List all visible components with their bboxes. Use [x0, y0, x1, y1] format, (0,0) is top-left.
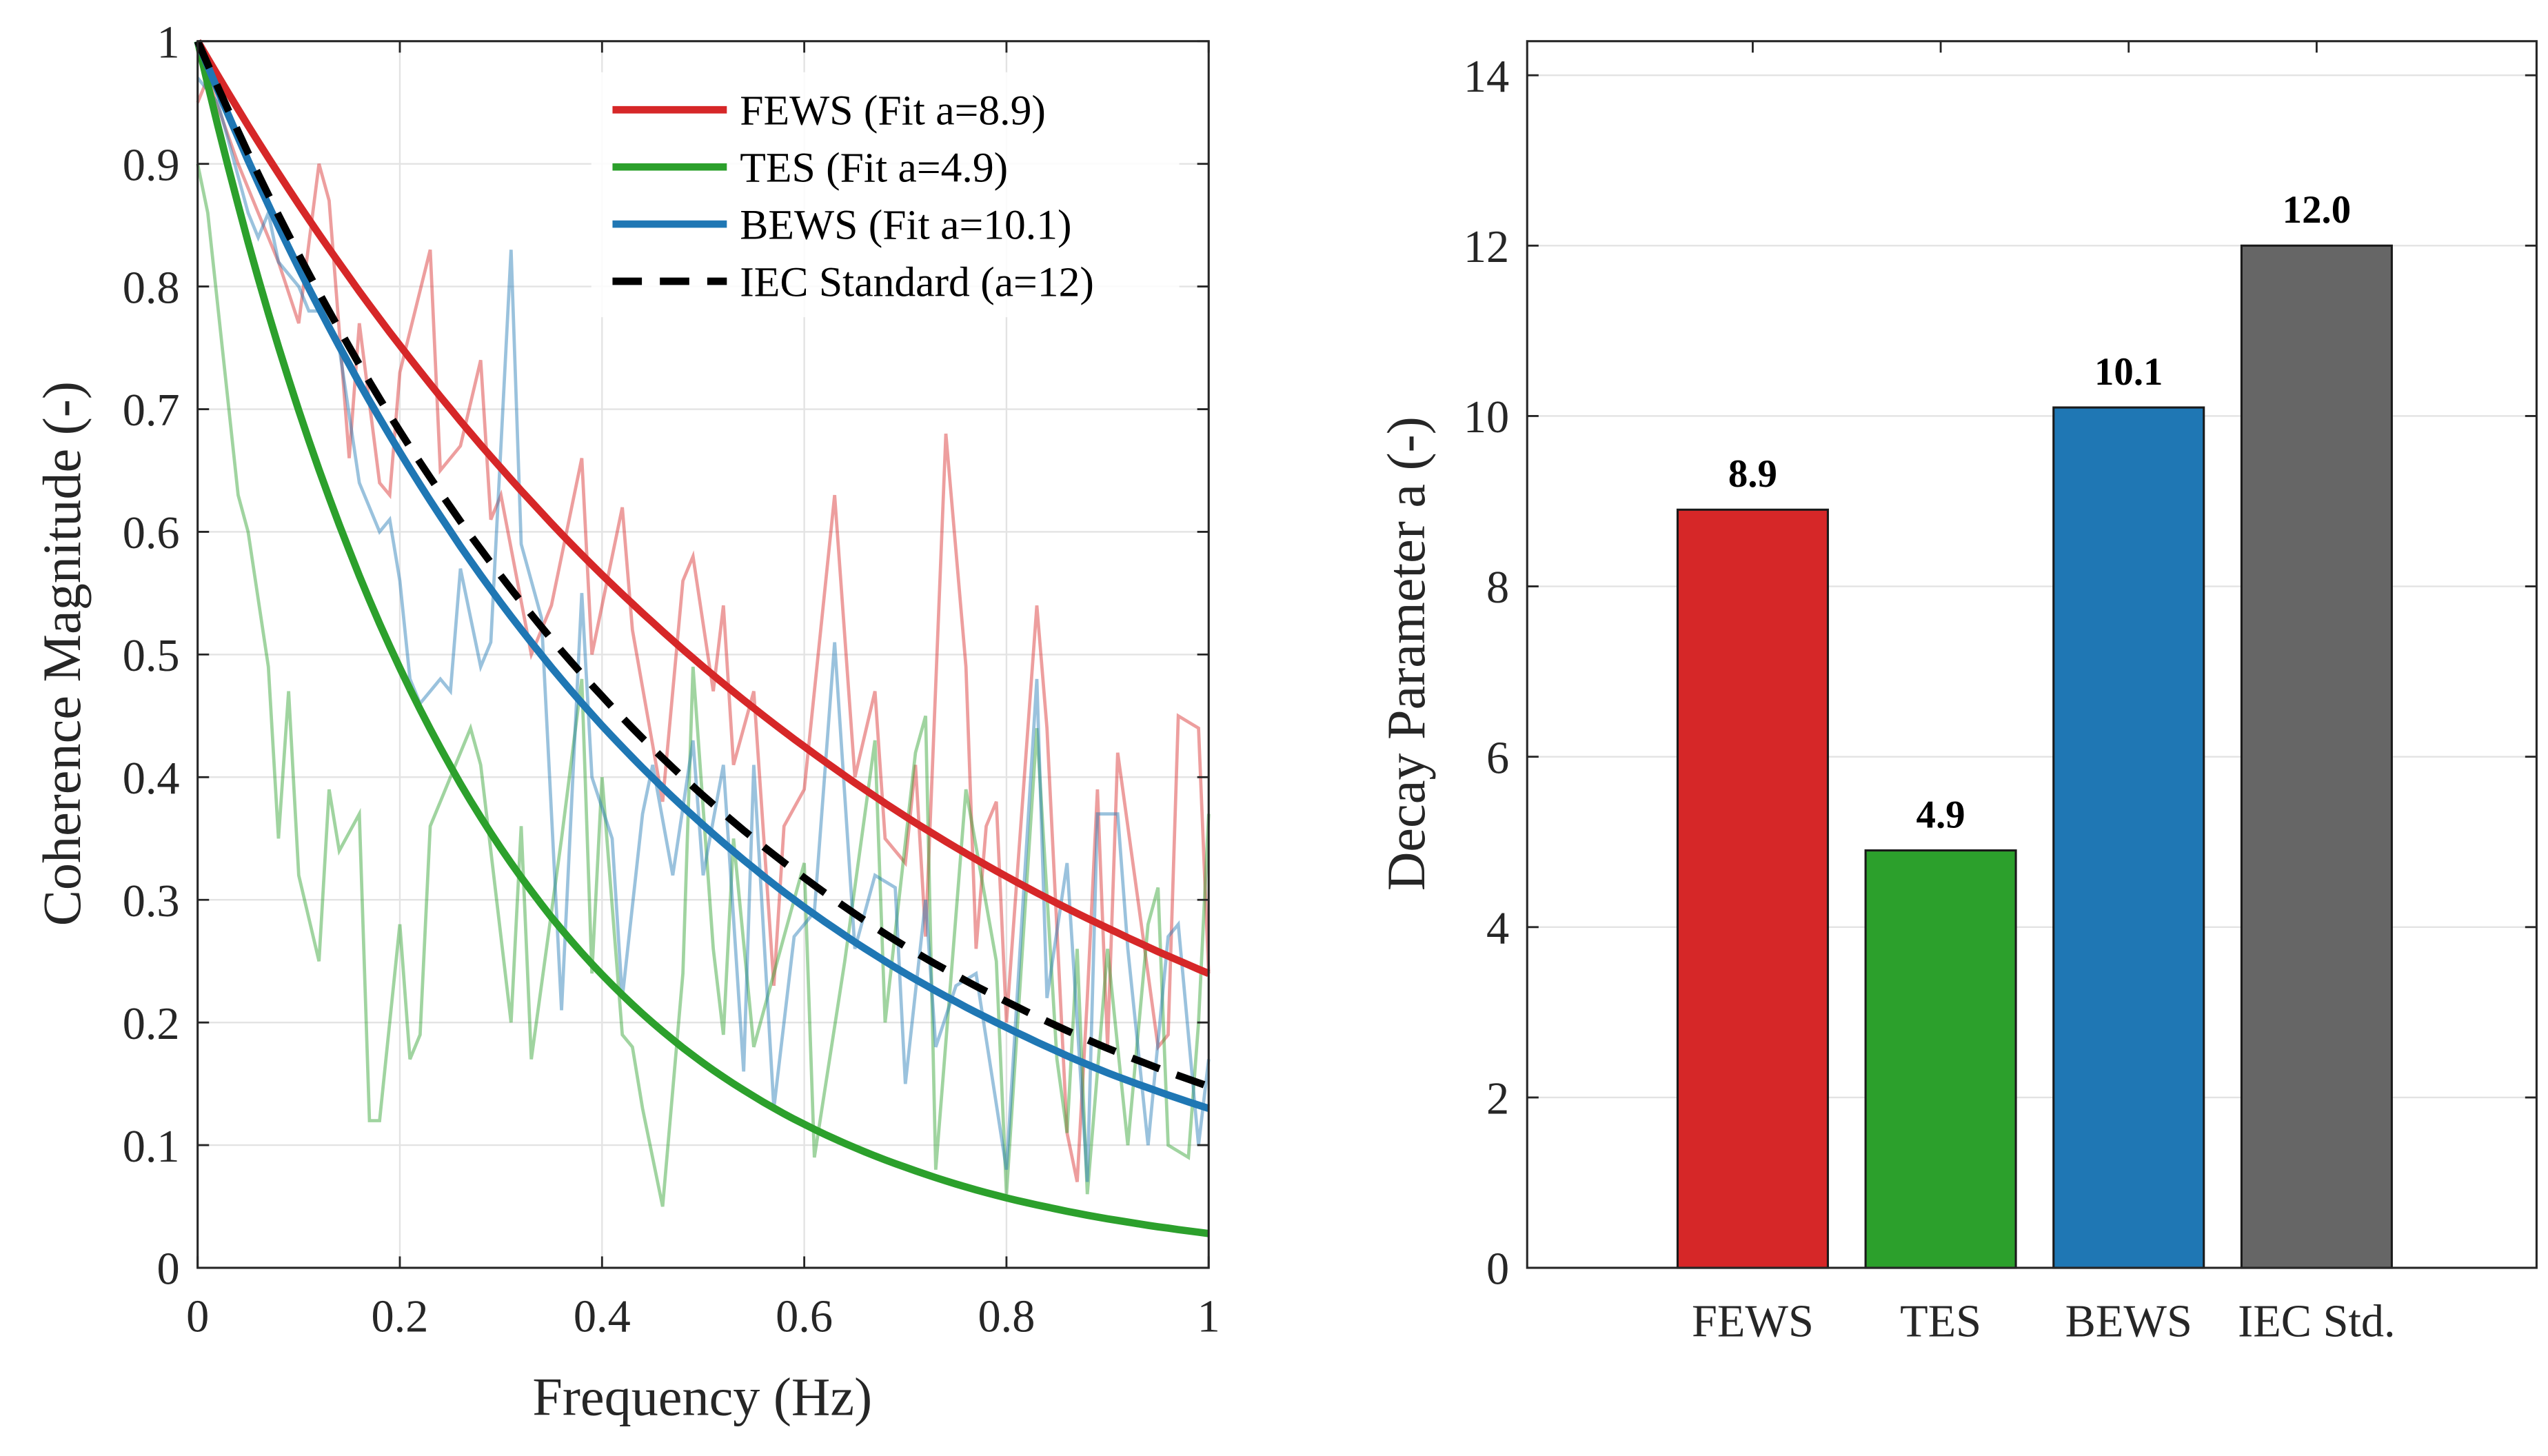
- y-tick-label: 0: [156, 1244, 179, 1295]
- left-y-axis-label: Coherence Magnitude (-): [32, 381, 92, 926]
- bar-fews: [1676, 508, 1829, 1269]
- fit-line-fews: [194, 39, 1211, 978]
- y-tick-label: 0.7: [123, 385, 180, 436]
- y-tick-label: 0.8: [123, 263, 180, 313]
- y-tick-label: 6: [1486, 733, 1509, 783]
- x-tick-label: BEWS: [2065, 1297, 2192, 1347]
- y-tick-label: 8: [1486, 563, 1509, 613]
- measured-line-bews: [196, 77, 1211, 1182]
- bar-value-label: 10.1: [2094, 350, 2163, 394]
- y-tick-label: 12: [1464, 222, 1509, 272]
- left-ticks: 0 0.2 0.4 0.6 0.8 1 0 0.1 0.2 0.3 0.4 0.5 0.6 0.7 0.8 0…: [123, 17, 1220, 1342]
- y-tick-label: 0.9: [123, 140, 180, 190]
- legend-entry: BEWS (Fit a=10.1): [740, 201, 1071, 248]
- measured-line-tes: [196, 163, 1211, 1207]
- bar-value-label: 12.0: [2283, 188, 2352, 232]
- y-tick-label: 0.5: [123, 631, 180, 681]
- y-tick-label: 0.2: [123, 999, 180, 1049]
- x-tick-label: IEC Std.: [2238, 1297, 2396, 1347]
- bar-value-label: 4.9: [1917, 793, 1965, 836]
- right-axes-box: [1526, 40, 2538, 1269]
- x-tick-label: 0.8: [978, 1291, 1035, 1342]
- right-y-axis-label: Decay Parameter a (-): [1376, 416, 1436, 891]
- bar-bews: [2052, 406, 2205, 1269]
- bar-tes: [1864, 849, 2017, 1269]
- x-tick-label: 1: [1197, 1291, 1220, 1342]
- left-x-axis-label: Frequency (Hz): [532, 1366, 872, 1426]
- y-tick-label: 0.6: [123, 508, 180, 558]
- y-tick-label: 14: [1464, 52, 1509, 102]
- fit-line-bews: [194, 39, 1210, 1112]
- y-tick-label: 10: [1464, 392, 1509, 443]
- x-tick-label: 0.4: [574, 1291, 631, 1342]
- left-plot-area: [194, 39, 1211, 1237]
- x-tick-label: 0.2: [372, 1291, 429, 1342]
- measured-line-fews: [196, 73, 1211, 1182]
- decay-parameter-chart: 8.9 4.9 10.1 12.0 0 2 4 6 8 10 12 14 FEWS TES BEWS IEC…: [1376, 40, 2538, 1347]
- legend-entry: FEWS (Fit a=8.9): [740, 88, 1046, 134]
- legend-entry: TES (Fit a=4.9): [740, 144, 1008, 191]
- fit-line-iec: [194, 39, 1211, 1090]
- y-tick-label: 0.1: [123, 1122, 180, 1172]
- coherence-chart: 0 0.2 0.4 0.6 0.8 1 0 0.1 0.2 0.3 0.4 0.5 0.6 0.7 0.8 0…: [32, 17, 1220, 1426]
- right-ticks: 0 2 4 6 8 10 12 14 FEWS TES BEWS IEC Std.: [1464, 41, 2537, 1347]
- x-tick-label: TES: [1900, 1297, 1981, 1347]
- bars: 8.9 4.9 10.1 12.0: [1676, 188, 2393, 1269]
- y-tick-label: 2: [1486, 1074, 1509, 1124]
- y-tick-label: 0: [1486, 1244, 1509, 1295]
- y-tick-label: 1: [156, 17, 179, 68]
- x-tick-label: FEWS: [1692, 1297, 1814, 1347]
- y-tick-label: 0.3: [123, 876, 180, 927]
- x-tick-label: 0.6: [776, 1291, 833, 1342]
- bar-value-label: 8.9: [1728, 452, 1777, 496]
- bar-iecstd: [2240, 244, 2393, 1269]
- x-tick-label: 0: [186, 1291, 209, 1342]
- legend-entry: IEC Standard (a=12): [740, 259, 1094, 305]
- y-tick-label: 0.4: [123, 754, 180, 804]
- legend: FEWS (Fit a=8.9) TES (Fit a=4.9) BEWS (Fit…: [591, 72, 1180, 318]
- y-tick-label: 4: [1486, 903, 1509, 953]
- fit-line-tes: [194, 40, 1209, 1237]
